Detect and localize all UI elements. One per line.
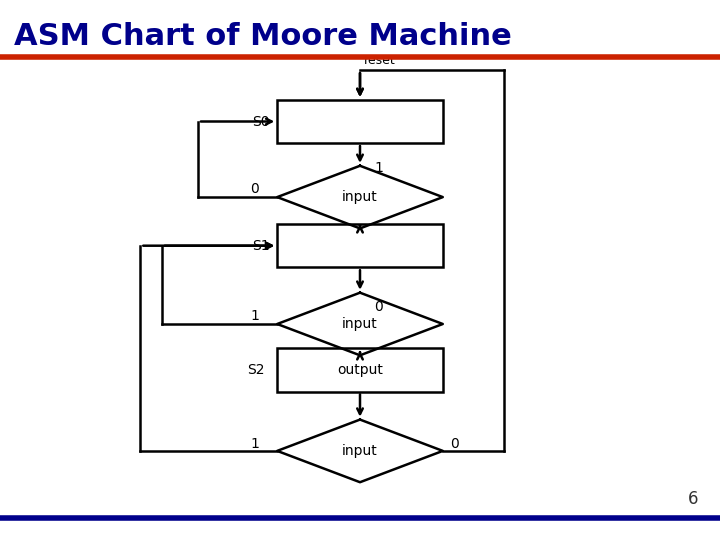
Text: S2: S2: [248, 363, 265, 377]
Text: S1: S1: [253, 239, 270, 253]
Text: output: output: [337, 363, 383, 377]
Text: reset: reset: [364, 55, 395, 68]
FancyBboxPatch shape: [277, 348, 443, 392]
Text: 6: 6: [688, 490, 698, 508]
Text: input: input: [342, 190, 378, 204]
FancyBboxPatch shape: [277, 224, 443, 267]
FancyBboxPatch shape: [277, 100, 443, 143]
Text: 0: 0: [374, 300, 383, 314]
Text: 1: 1: [251, 309, 259, 323]
Text: 0: 0: [251, 182, 259, 196]
Text: input: input: [342, 317, 378, 331]
Text: 0: 0: [450, 437, 459, 451]
Text: 1: 1: [251, 437, 259, 451]
Text: input: input: [342, 444, 378, 458]
Text: 1: 1: [374, 161, 383, 176]
Text: S0: S0: [253, 114, 270, 129]
Text: ASM Chart of Moore Machine: ASM Chart of Moore Machine: [14, 22, 512, 51]
